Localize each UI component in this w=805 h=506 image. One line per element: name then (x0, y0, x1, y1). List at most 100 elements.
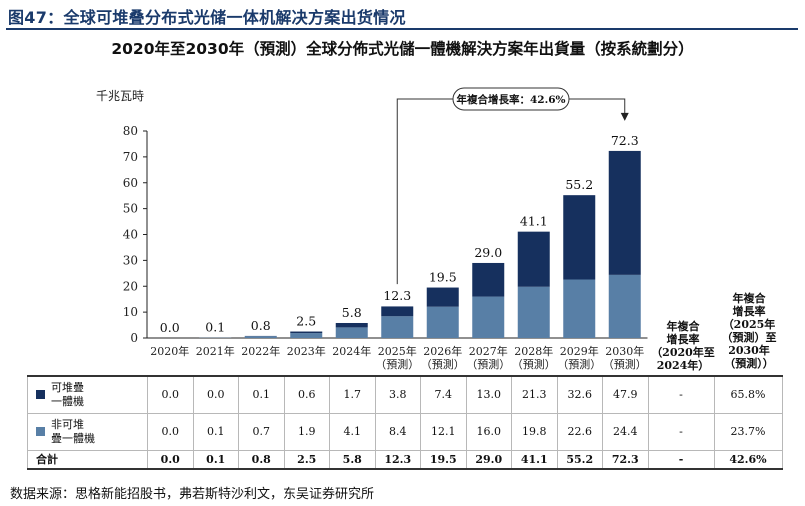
x-tick-label: 2025年 (378, 344, 417, 358)
total-cell: 0.8 (238, 449, 285, 470)
cagr-pill (452, 87, 570, 111)
legend-swatch (36, 390, 45, 400)
cagr-column-header: （2020年至 (651, 345, 715, 359)
table-cell: 1.9 (283, 412, 330, 451)
total-cell: 12.3 (374, 449, 421, 470)
table-cell: 1.7 (329, 375, 376, 414)
bar-non-stackable (472, 296, 505, 338)
x-tick-label: 2023年 (287, 344, 326, 358)
table-cell: 22.6 (556, 412, 603, 451)
table-cell: 16.0 (465, 412, 512, 451)
total-cell: 19.5 (420, 449, 467, 470)
cagr-column-header: 增長率 (667, 332, 700, 346)
legend-swatch (36, 427, 45, 436)
bar-total-label: 2.5 (296, 314, 316, 329)
table-cell: 0.0 (147, 375, 194, 414)
y-tick-label: 30 (123, 253, 138, 267)
bar-total-label: 19.5 (429, 270, 457, 285)
x-tick-label: 2028年 (514, 344, 553, 358)
total-label-cell: 合計 (27, 449, 148, 470)
total-cell: 72.3 (602, 449, 649, 470)
bar-non-stackable (244, 336, 277, 338)
total-cell: 41.1 (511, 449, 558, 470)
legend-cell: 非可堆 疊一體機 (27, 412, 148, 451)
cagr-column-header: （預測）） (724, 356, 774, 370)
bar-total-label: 55.2 (565, 177, 593, 192)
table-row: 非可堆 疊一體機 0.0 0.1 0.7 1.9 4.1 8.4 12.1 16.0 19.8 22.… (27, 412, 783, 451)
table-cell: 24.4 (602, 412, 649, 451)
total-cell: 5.8 (329, 449, 376, 470)
legend-label: 可堆疊 一體機 (51, 380, 84, 408)
bar-non-stackable (563, 279, 596, 338)
table-cell: 7.4 (420, 375, 467, 414)
bar-non-stackable (608, 274, 641, 338)
y-tick-label: 10 (123, 305, 138, 319)
table-cell: 19.8 (511, 412, 558, 451)
y-tick-label: 40 (123, 228, 138, 242)
x-tick-label: （預測） (512, 357, 556, 371)
bar-stackable (563, 195, 596, 280)
y-tick-label: 50 (123, 202, 138, 216)
legend-cell: 可堆疊 一體機 (27, 375, 148, 414)
bar-non-stackable (290, 333, 323, 338)
figure-title: 图47：全球可堆叠分布式光储一体机解决方案出货情况 (8, 8, 406, 27)
x-tick-label: （預測） (557, 357, 601, 371)
table-cell: 0.0 (192, 375, 239, 414)
bar-total-label: 0.0 (160, 320, 180, 335)
cagr-total-cell: 42.6% (713, 449, 783, 470)
cagr-column-header: 2024年） (657, 358, 710, 372)
x-tick-label: 2022年 (241, 344, 280, 358)
table-cell: 0.7 (238, 412, 285, 451)
total-cell: 0.1 (192, 449, 239, 470)
total-cell: 29.0 (465, 449, 512, 470)
x-tick-label: 2030年 (605, 344, 644, 358)
cagr-column-header: （預測）至 (722, 330, 777, 344)
total-cell: 0.0 (147, 449, 194, 470)
table-cell: 12.1 (420, 412, 467, 451)
cagr-column-header: 年複合 (733, 291, 767, 305)
bar-stackable (335, 322, 368, 328)
table-cell: 8.4 (374, 412, 421, 451)
x-tick-label: （預測） (375, 357, 419, 371)
x-tick-label: 2024年 (332, 344, 371, 358)
total-cell: 55.2 (556, 449, 603, 470)
title-divider (6, 28, 798, 30)
y-tick-label: 70 (123, 150, 138, 164)
x-tick-label: （預測） (421, 357, 465, 371)
x-tick-label: 2020年 (150, 344, 189, 358)
y-axis-unit-label: 千兆瓦時 (96, 89, 144, 103)
x-tick-label: 2021年 (196, 344, 235, 358)
source-note: 数据来源：思格新能招股书，弗若斯特沙利文，东吴证券研究所 (10, 487, 375, 502)
table-cell: 0.6 (283, 375, 330, 414)
bar-stackable (472, 262, 505, 297)
bar-chart: 千兆瓦時 0 10 20 30 40 50 60 70 80 0.0 2020年 0.1 2021年 0.8… (96, 87, 777, 372)
bar-total-label: 29.0 (474, 245, 502, 260)
cagr-total-cell: - (647, 449, 715, 470)
bar-total-label: 0.8 (251, 318, 271, 333)
bar-stackable (381, 306, 414, 317)
table-cell: 13.0 (465, 375, 512, 414)
bar-non-stackable (381, 316, 414, 338)
bar-total-label: 0.1 (205, 320, 225, 335)
bar-non-stackable (335, 327, 368, 338)
table-cell: 3.8 (374, 375, 421, 414)
table-cell: 0.0 (147, 412, 194, 451)
cagr-column-header: 年複合 (667, 319, 701, 333)
table-cell: 0.1 (192, 412, 239, 451)
bar-total-label: 5.8 (342, 305, 362, 320)
cagr-column-header: 增長率 (733, 304, 766, 318)
cagr-arrowhead (620, 112, 629, 121)
bar-stackable (608, 150, 641, 275)
cagr-cell: 23.7% (713, 412, 783, 451)
bar-total-label: 41.1 (520, 214, 548, 229)
bar-total-label: 12.3 (383, 288, 411, 303)
y-tick-label: 0 (130, 331, 138, 345)
table-cell: 47.9 (602, 375, 649, 414)
cagr-cell: - (647, 375, 715, 414)
table-cell: 4.1 (329, 412, 376, 451)
y-tick-label: 80 (123, 124, 138, 138)
table-cell: 0.1 (238, 375, 285, 414)
cagr-column-header: 2030年 (728, 343, 770, 357)
cagr-cell: - (647, 412, 715, 451)
total-cell: 2.5 (283, 449, 330, 470)
